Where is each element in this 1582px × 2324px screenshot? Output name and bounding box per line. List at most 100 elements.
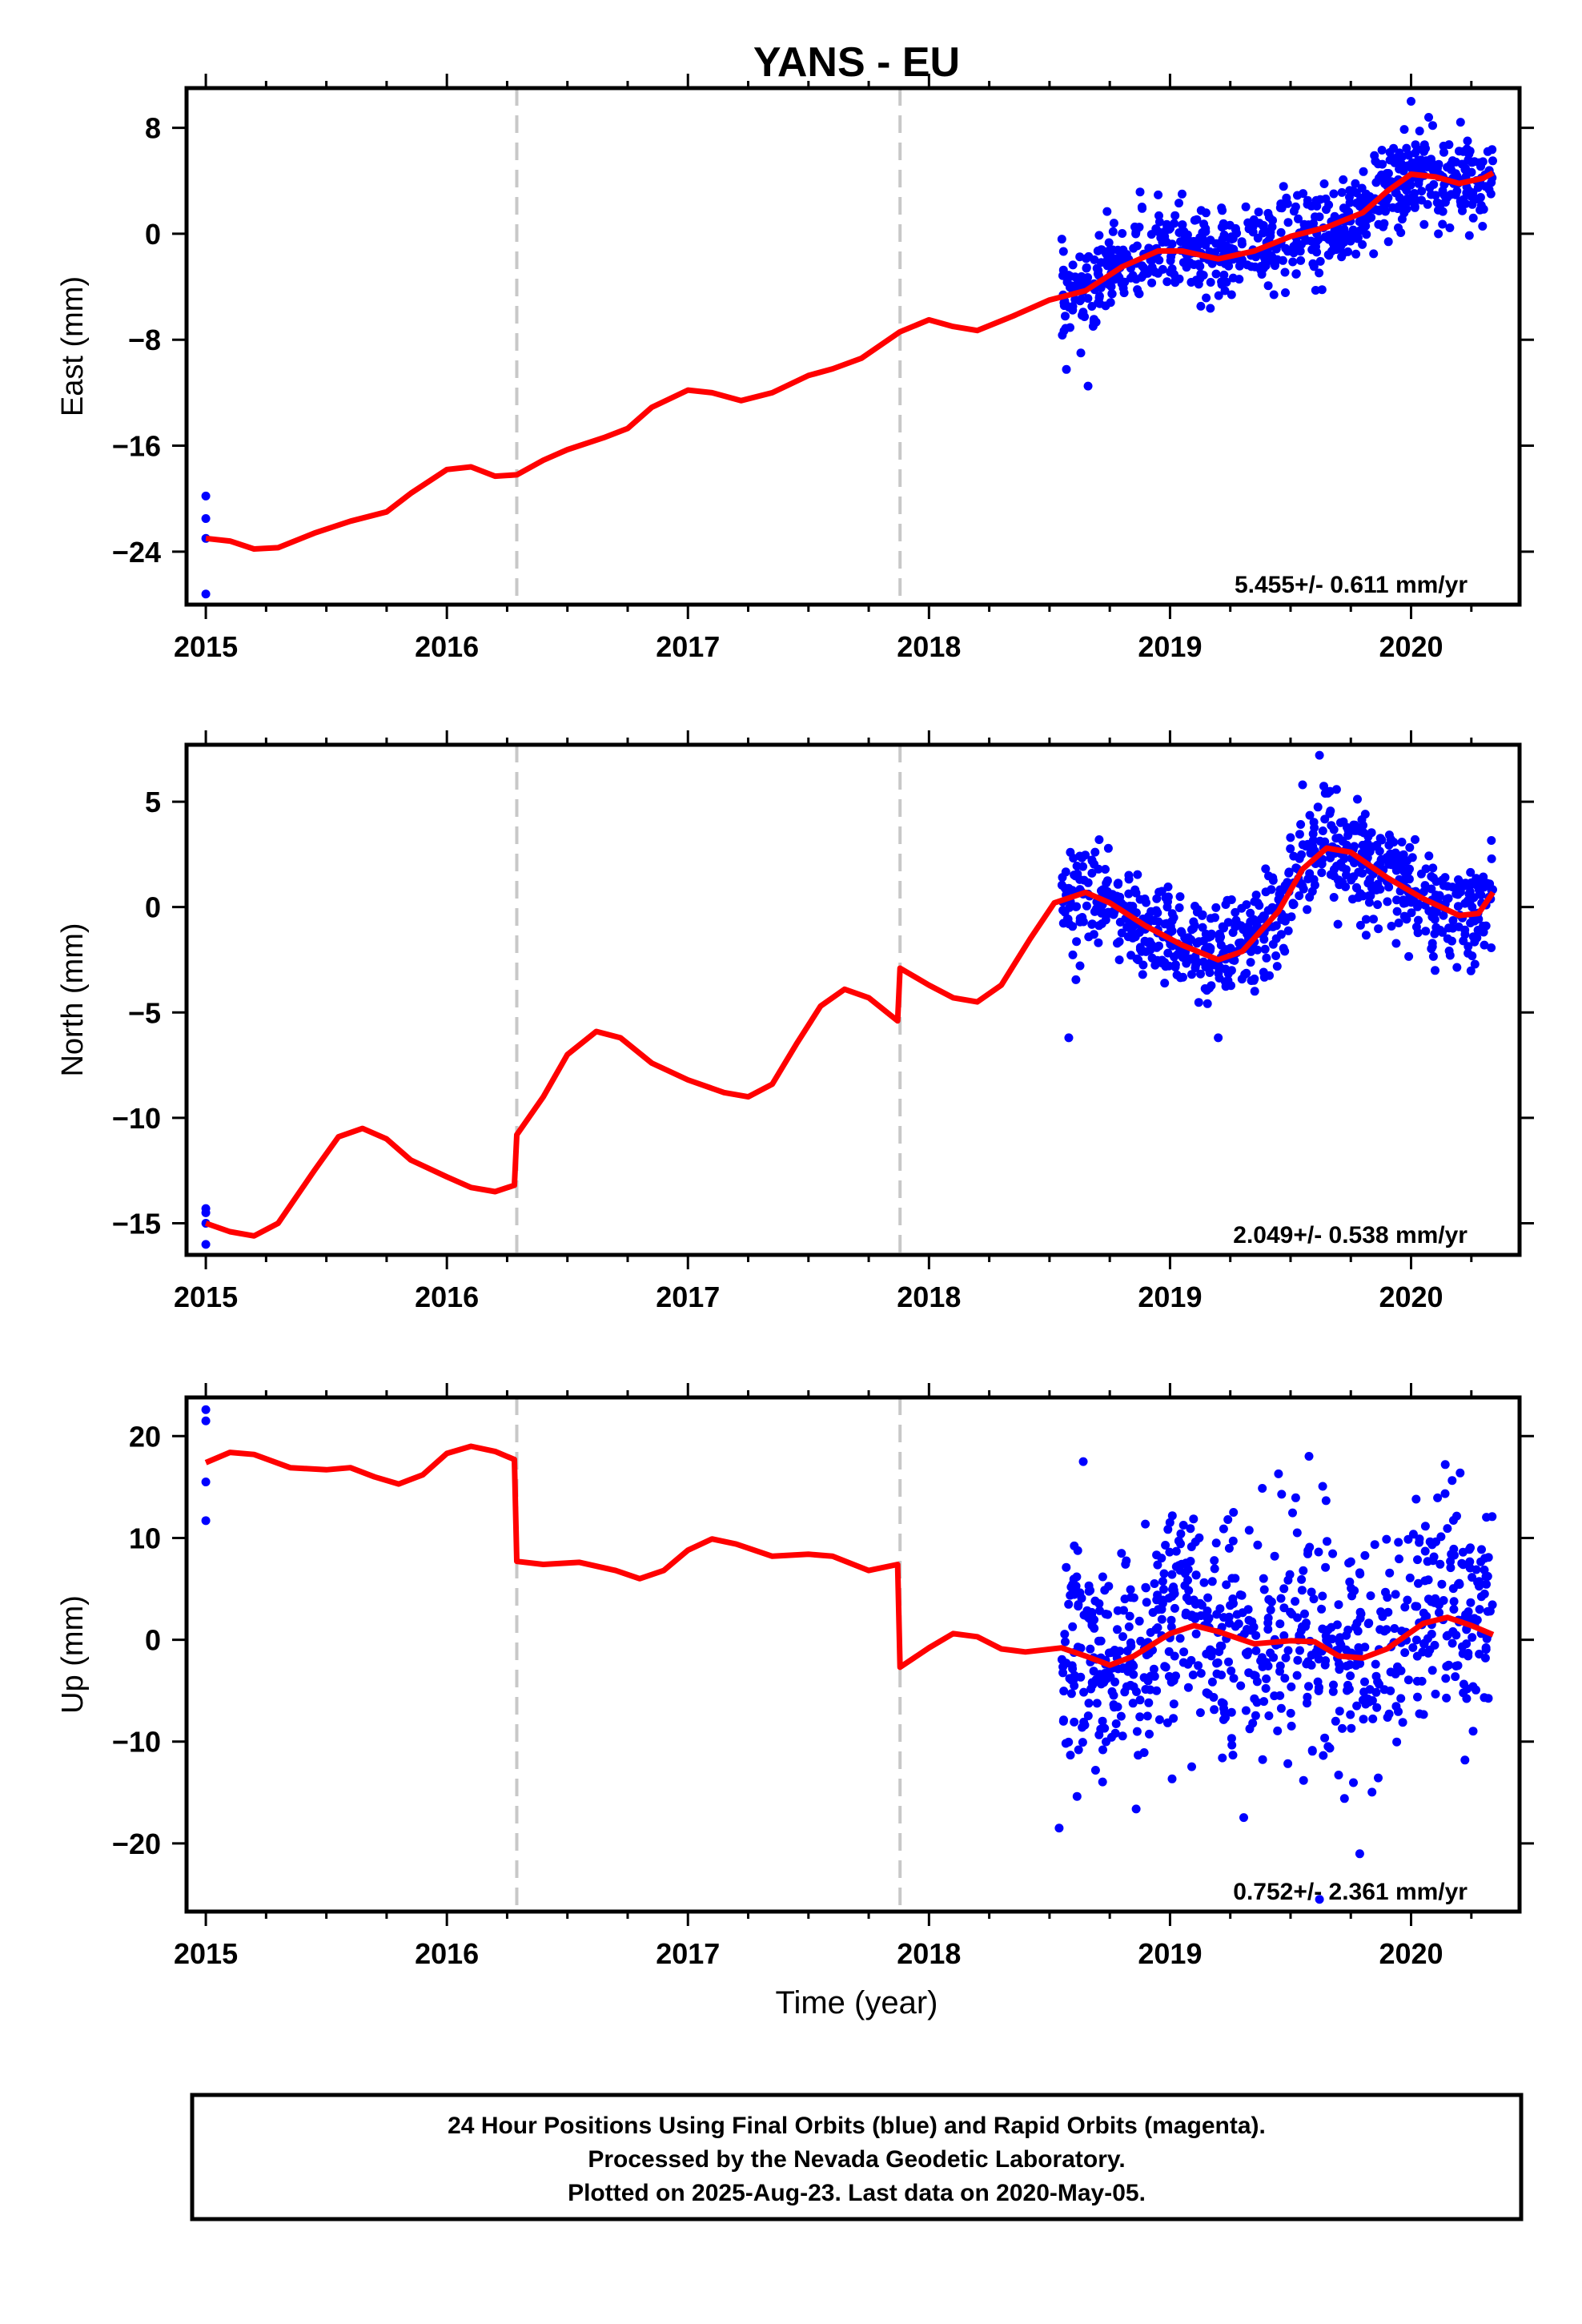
data-point (201, 1208, 211, 1217)
data-point (1094, 1636, 1103, 1646)
data-point (201, 1516, 211, 1526)
data-point (1397, 215, 1407, 224)
data-point (1456, 1468, 1465, 1478)
data-point (1252, 1698, 1262, 1707)
data-point (1487, 854, 1496, 863)
data-point (1132, 1727, 1142, 1736)
data-point (1417, 187, 1427, 196)
data-point (1207, 1677, 1217, 1687)
data-point (1282, 913, 1291, 923)
x-tick-label: 2015 (174, 630, 238, 663)
data-point (1057, 1655, 1066, 1664)
data-point (1327, 1634, 1337, 1644)
data-point (1071, 1582, 1081, 1590)
data-point (1203, 999, 1212, 1008)
data-point (1206, 959, 1215, 968)
data-point (1126, 1638, 1135, 1647)
data-point (1058, 265, 1068, 275)
data-point (1337, 187, 1347, 197)
data-point (1131, 888, 1141, 898)
data-point (1328, 1549, 1338, 1558)
data-point (1102, 879, 1111, 888)
data-point (1353, 1626, 1363, 1636)
data-point (1279, 1603, 1289, 1613)
data-point (1443, 1524, 1452, 1534)
data-point (1299, 884, 1308, 894)
data-point (1480, 1565, 1489, 1574)
data-point (1147, 263, 1157, 272)
data-point (1111, 1719, 1121, 1728)
data-point (1174, 903, 1184, 912)
y-tick-label: 0 (145, 1624, 161, 1657)
data-point (1084, 1581, 1094, 1590)
data-point (1381, 1587, 1390, 1597)
data-point (1334, 1771, 1343, 1779)
data-point (1101, 865, 1110, 874)
data-point (1354, 1642, 1363, 1652)
x-tick-label: 2019 (1138, 630, 1202, 663)
data-point (1358, 239, 1367, 249)
data-point (1061, 1637, 1070, 1647)
data-point (1466, 1598, 1476, 1607)
data-point (1463, 136, 1472, 146)
data-point (1147, 255, 1157, 265)
data-point (1344, 1684, 1354, 1694)
data-point (1292, 1528, 1302, 1538)
data-point (1404, 151, 1414, 160)
data-point (1101, 1610, 1110, 1618)
data-point (1414, 915, 1423, 925)
data-point (1117, 1549, 1126, 1558)
data-point (1335, 1659, 1343, 1669)
x-tick-label: 2016 (415, 1937, 479, 1970)
x-tick-label: 2015 (174, 1937, 238, 1970)
data-point (1295, 830, 1304, 839)
data-point (1259, 1697, 1269, 1707)
data-point (1227, 895, 1236, 904)
data-point (1420, 1522, 1430, 1531)
data-point (1440, 873, 1450, 883)
data-point (1361, 931, 1371, 940)
data-point (1275, 1619, 1285, 1629)
data-point (1138, 970, 1147, 979)
data-point (1413, 902, 1423, 911)
data-point (1317, 285, 1327, 295)
data-point (1346, 1557, 1355, 1566)
data-point (1215, 1604, 1225, 1614)
y-tick-label: 0 (145, 218, 161, 251)
data-point (1279, 1631, 1289, 1640)
data-point (1132, 241, 1142, 251)
data-point (1420, 156, 1430, 166)
data-point (1157, 1614, 1166, 1624)
data-point (1275, 890, 1284, 899)
data-point (1452, 1511, 1461, 1521)
data-point (1405, 864, 1414, 874)
data-point (1453, 902, 1463, 911)
data-point (1384, 1709, 1394, 1719)
data-point (1062, 364, 1071, 374)
data-point (1367, 213, 1376, 223)
data-point (1468, 213, 1478, 223)
data-point (1444, 923, 1453, 933)
data-point (1315, 750, 1324, 760)
data-point (1078, 311, 1086, 320)
data-point (1370, 151, 1379, 160)
data-point (1370, 1540, 1379, 1550)
data-point (1352, 1701, 1362, 1711)
data-point (1479, 921, 1488, 931)
data-point (1371, 1687, 1381, 1697)
data-point (1104, 238, 1114, 247)
data-point (1309, 818, 1319, 827)
data-point (1478, 222, 1488, 231)
data-point (1251, 1711, 1260, 1720)
data-point (1134, 223, 1144, 232)
data-point (1318, 1482, 1327, 1491)
data-point (1226, 943, 1235, 953)
data-point (1178, 1521, 1188, 1530)
data-point (1460, 1755, 1470, 1765)
data-point (1329, 189, 1339, 199)
data-point (1338, 862, 1347, 872)
velocity-label: 0.752+/- 2.361 mm/yr (1233, 1879, 1468, 1905)
data-point (1061, 312, 1070, 321)
data-point (1404, 951, 1414, 961)
data-point (1456, 200, 1466, 210)
